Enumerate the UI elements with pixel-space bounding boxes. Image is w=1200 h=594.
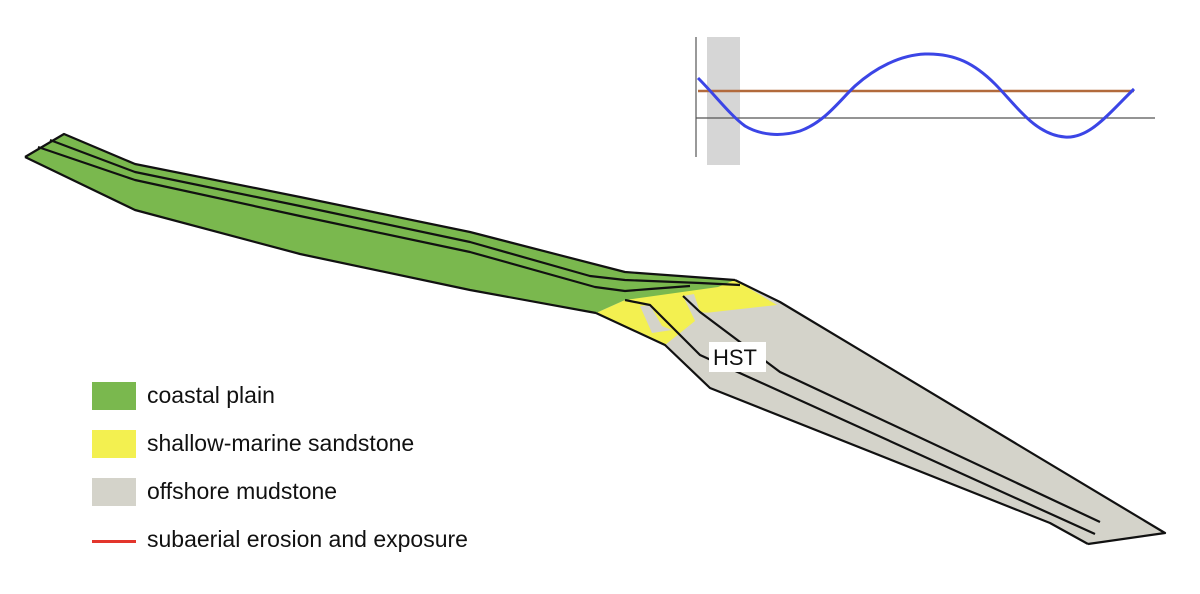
coastal-plain-inner-line-1 <box>37 145 691 293</box>
coastal-plain-inner-line-2 <box>49 138 741 287</box>
coastal-plain-top-outline <box>24 132 736 282</box>
subaerial-erosion-swatch <box>92 540 136 543</box>
legend-label-offshore-mudstone: offshore mudstone <box>147 478 338 504</box>
legend-label-subaerial-erosion: subaerial erosion and exposure <box>147 526 468 552</box>
coastal-plain-swatch <box>92 382 136 410</box>
sea-level-inset <box>695 37 1155 165</box>
hst-label-text: HST <box>713 345 757 370</box>
shallow-marine-sandstone-swatch <box>92 430 136 458</box>
upper-slope-outline <box>734 279 1167 546</box>
cross-section: HST <box>24 132 1167 546</box>
legend-label-shallow-marine-sandstone: shallow-marine sandstone <box>147 430 415 456</box>
clinoform-line-1 <box>624 298 1096 536</box>
section-outlines <box>24 132 1167 546</box>
legend-label-coastal-plain: coastal plain <box>147 382 275 408</box>
mudstone-tongue-lower <box>640 305 672 333</box>
coastal-plain-base-outline <box>24 156 597 315</box>
offshore-mudstone-swatch <box>92 478 136 506</box>
hst-label-background <box>709 342 766 372</box>
sea-level-curve <box>696 52 1136 139</box>
hst-label: HST <box>709 342 766 372</box>
shallow-marine-sandstone-body <box>596 280 777 345</box>
lower-slope-outline <box>595 312 1089 545</box>
time-marker-band <box>707 37 740 165</box>
